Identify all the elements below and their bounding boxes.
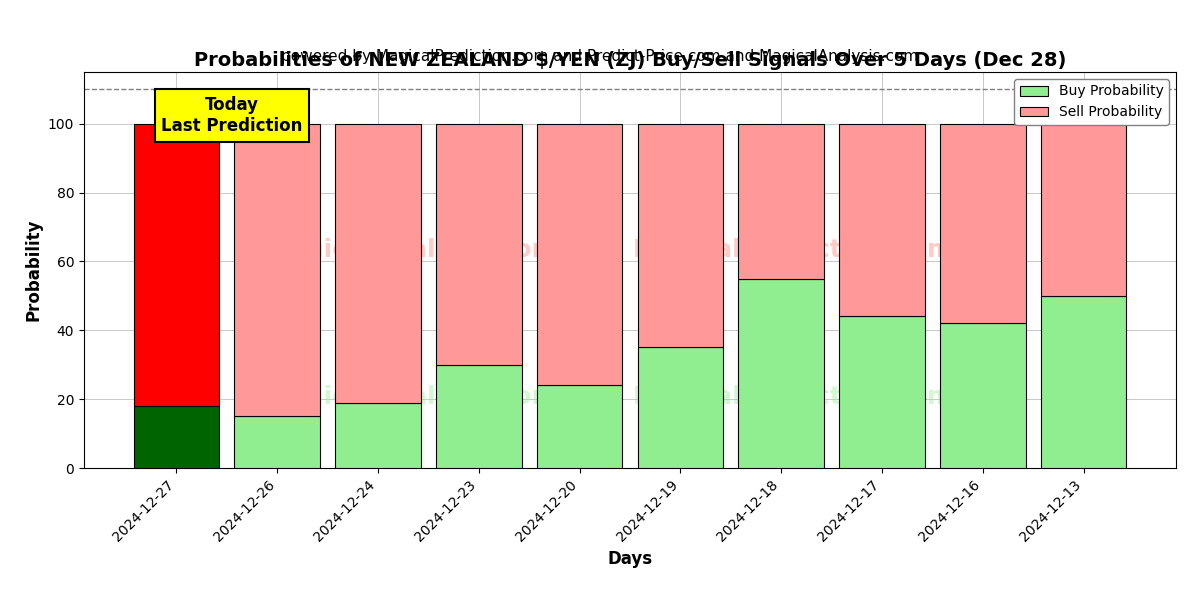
Text: powered by MagicalPrediction.com and Predict-Price.com and MagicalAnalysis.com: powered by MagicalPrediction.com and Pre… [281,49,919,64]
Bar [839,316,925,468]
Bar [637,124,724,347]
Text: MagicalPrediction.com: MagicalPrediction.com [634,385,954,409]
Bar [1040,124,1127,296]
Bar [335,124,421,403]
Bar [839,124,925,316]
Bar [536,385,623,468]
Bar [335,403,421,468]
Bar [436,124,522,365]
Title: Probabilities of NEW ZEALAND $/YEN (ZJ) Buy/Sell Signals Over 5 Days (Dec 28): Probabilities of NEW ZEALAND $/YEN (ZJ) … [194,52,1066,70]
Bar [738,278,824,468]
Bar [738,124,824,278]
Bar [133,124,220,406]
Legend: Buy Probability, Sell Probability: Buy Probability, Sell Probability [1014,79,1169,125]
Bar [536,124,623,385]
Bar [133,406,220,468]
Y-axis label: Probability: Probability [24,219,42,321]
X-axis label: Days: Days [607,550,653,568]
Bar [234,124,320,416]
Bar [940,124,1026,323]
Text: MagicalAnalysis.com: MagicalAnalysis.com [265,385,558,409]
Bar [1040,296,1127,468]
Text: MagicalPrediction.com: MagicalPrediction.com [634,238,954,262]
Text: MagicalAnalysis.com: MagicalAnalysis.com [265,238,558,262]
Bar [940,323,1026,468]
Bar [637,347,724,468]
Bar [436,365,522,468]
Text: Today
Last Prediction: Today Last Prediction [161,96,302,135]
Bar [234,416,320,468]
